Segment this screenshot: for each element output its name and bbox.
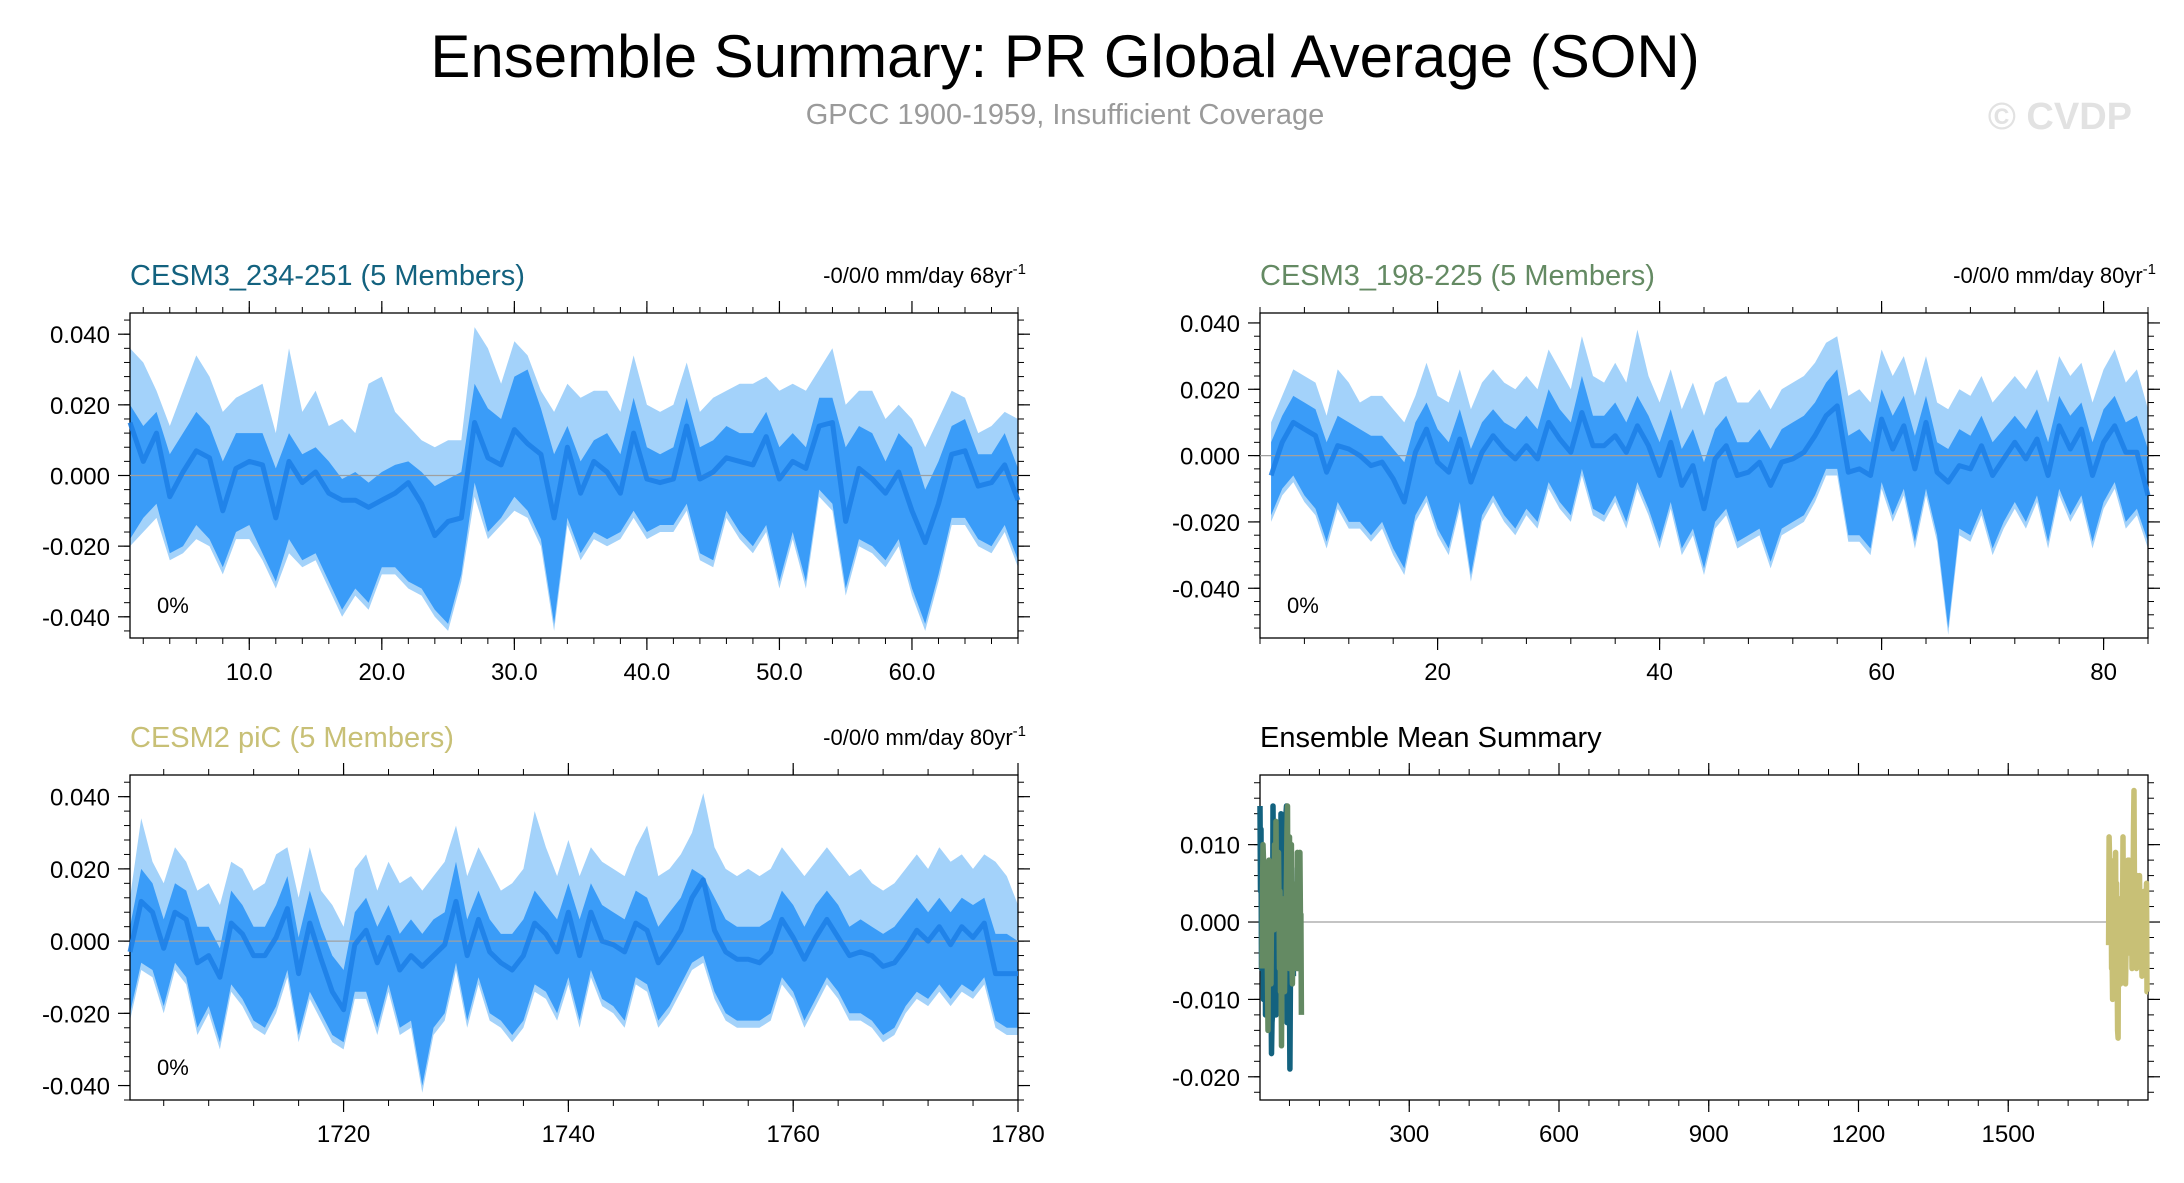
plot-frame [129,774,1019,1101]
x-tick-label: 600 [1539,1121,1579,1148]
y-tick-label: -0.010 [1172,987,1240,1014]
y-tick-label: 0.020 [50,393,110,420]
y-tick-label: 0.040 [50,785,110,812]
percent-label: 0% [157,593,189,618]
x-tick-label: 80 [2090,659,2117,686]
x-tick-label: 30.0 [491,659,538,686]
x-tick-label: 10.0 [226,659,273,686]
x-tick-label: 20.0 [358,659,405,686]
x-tick-label: 20 [1424,659,1451,686]
y-tick-label: -0.040 [1172,576,1240,603]
x-tick-label: 50.0 [756,659,803,686]
y-tick-label: 0.020 [50,857,110,884]
trend-superscript: -1 [1013,723,1026,740]
x-tick-label: 300 [1389,1121,1429,1148]
x-tick-label: 60.0 [889,659,936,686]
trend-text: -0/0/0 mm/day 80yr [1953,263,2143,288]
y-tick-label: 0.020 [1180,377,1240,404]
x-tick-label: 60 [1868,659,1895,686]
summary-line-p3 [2105,787,2151,1041]
watermark: © CVDP [1987,96,2132,138]
x-tick-label: 1500 [1982,1121,2035,1148]
y-tick-label: 0.000 [50,929,110,956]
x-tick-label: 40.0 [624,659,671,686]
trend-label: -0/0/0 mm/day 80yr-1 [823,723,1026,750]
y-tick-label: -0.020 [42,534,110,561]
plot-frame [1259,774,2149,1101]
percent-label: 0% [157,1055,189,1080]
y-tick-label: 0.040 [50,322,110,349]
trend-superscript: -1 [1013,261,1026,278]
panel-title: CESM3_234-251 (5 Members) [130,260,525,292]
x-tick-label: 40 [1646,659,1673,686]
panel-cesm2-pic: -0.040 -0.020 0.000 0.020 0.040 1720 1740 1760 1… [42,722,1045,1148]
x-tick-label: 1740 [542,1121,595,1148]
ensemble-mean-line [127,877,1018,1013]
percent-label: 0% [1287,593,1319,618]
page-title: Ensemble Summary: PR Global Average (SON… [430,23,1700,90]
x-tick-label: 1720 [317,1121,370,1148]
x-tick-label: 900 [1689,1121,1729,1148]
panel-title: CESM2 piC (5 Members) [130,722,454,754]
panel-title: Ensemble Mean Summary [1260,722,1602,754]
ensemble-mean-line [1268,403,2151,512]
trend-label: -0/0/0 mm/day 68yr-1 [823,261,1026,288]
x-tick-label: 1760 [766,1121,819,1148]
x-tick-label: 1780 [991,1121,1044,1148]
y-tick-label: -0.020 [42,1001,110,1028]
inner-spread-band [130,369,1018,624]
page-subtitle: GPCC 1900-1959, Insufficient Coverage [805,99,1325,131]
trend-superscript: -1 [2143,261,2156,278]
panel-ensemble-mean-summary: -0.020 -0.010 0.000 0.010 300 600 900 1200 1500 E… [1172,722,2160,1148]
y-tick-label: 0.000 [1180,444,1240,471]
y-tick-label: -0.040 [42,1074,110,1101]
y-tick-label: -0.040 [42,605,110,632]
trend-text: -0/0/0 mm/day 68yr [823,263,1013,288]
y-tick-label: 0.000 [50,464,110,491]
panel-title: CESM3_198-225 (5 Members) [1260,260,1655,292]
summary-line-p2 [1259,803,1305,1049]
inner-spread-band [130,861,1018,1086]
y-tick-label: 0.010 [1180,833,1240,860]
ensemble-mean-line [127,420,1021,546]
y-tick-label: 0.000 [1180,910,1240,937]
y-tick-label: -0.020 [1172,510,1240,537]
x-tick-label: 1200 [1832,1121,1885,1148]
panel-cesm3-234-251: -0.040 -0.020 0.000 0.020 0.040 10.0 20.0 30.0 4… [42,260,1030,686]
panel-cesm3-198-225: -0.040 -0.020 0.000 0.020 0.040 20 40 60 80 CESM3… [1172,260,2160,686]
trend-text: -0/0/0 mm/day 80yr [823,725,1013,750]
trend-label: -0/0/0 mm/day 80yr-1 [1953,261,2156,288]
y-tick-label: 0.040 [1180,311,1240,338]
y-tick-label: -0.020 [1172,1065,1240,1092]
